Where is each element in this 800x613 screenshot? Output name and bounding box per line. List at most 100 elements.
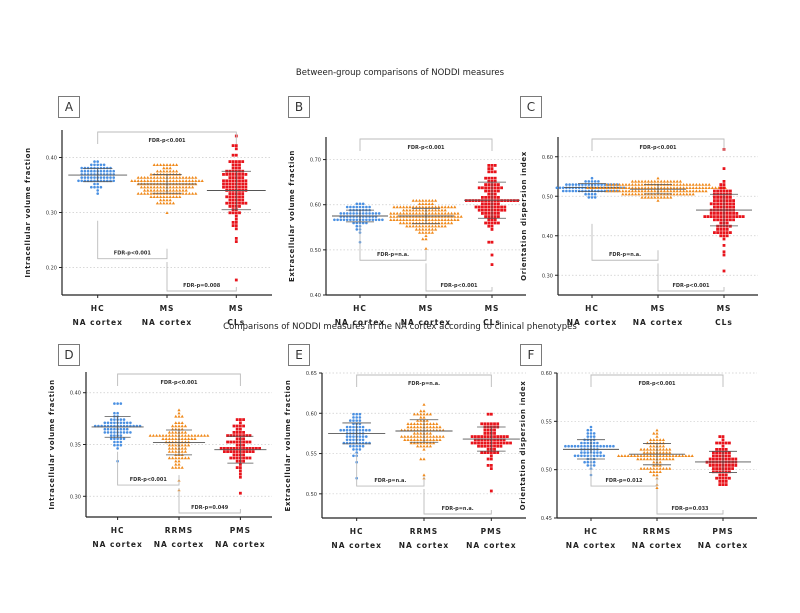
data-point (655, 470, 659, 473)
data-point (352, 425, 355, 429)
data-point (231, 179, 235, 183)
data-point (682, 186, 686, 189)
data-point (113, 402, 116, 405)
data-point (500, 186, 503, 190)
data-point (235, 434, 239, 437)
data-point (130, 179, 134, 182)
data-point (225, 179, 229, 183)
data-point (180, 456, 184, 460)
data-point (222, 447, 226, 450)
data-point (499, 435, 503, 438)
data-point (83, 176, 87, 179)
data-point (228, 211, 232, 215)
data-point (428, 441, 432, 445)
data-point (500, 205, 503, 209)
data-point (122, 418, 126, 421)
data-point (489, 457, 493, 461)
data-point (109, 427, 113, 431)
data-point (719, 186, 723, 190)
data-point (419, 422, 423, 425)
data-point (146, 188, 150, 192)
data-point (597, 180, 600, 183)
data-point (187, 192, 191, 195)
data-point (361, 425, 365, 429)
y-tick-label: 0.20 (46, 266, 57, 272)
data-point (96, 189, 99, 192)
data-point (443, 208, 447, 212)
data-point (349, 205, 352, 209)
data-point (428, 431, 432, 435)
data-point (561, 189, 565, 193)
data-point (181, 179, 185, 182)
data-point (345, 218, 349, 222)
data-point (627, 186, 631, 189)
data-point (729, 215, 732, 218)
data-point (159, 163, 163, 166)
y-tick-label: 0.60 (541, 371, 552, 377)
data-point (502, 435, 506, 438)
y-axis-label: Intracellular volume fraction (48, 379, 56, 509)
data-point (355, 218, 359, 222)
data-point (193, 434, 197, 437)
data-point (152, 176, 156, 179)
data-point (669, 186, 673, 189)
data-point (440, 211, 444, 215)
data-point (241, 192, 245, 195)
data-point (685, 186, 689, 189)
data-point (184, 179, 188, 182)
data-point (180, 446, 184, 450)
data-point (640, 189, 644, 193)
data-point (640, 186, 644, 189)
data-point (149, 188, 153, 192)
data-point (364, 435, 368, 438)
data-point (112, 169, 115, 173)
data-point (242, 447, 245, 450)
data-point (381, 218, 384, 222)
data-point (672, 179, 676, 183)
data-point (505, 441, 509, 445)
data-point (624, 189, 628, 193)
data-point (244, 201, 248, 205)
data-point (177, 456, 181, 460)
data-point (719, 183, 723, 186)
data-point (226, 434, 229, 437)
data-point (162, 198, 166, 202)
data-point (425, 425, 429, 429)
data-point (222, 185, 225, 189)
data-point (355, 202, 359, 206)
data-point (228, 182, 232, 186)
data-point (640, 183, 644, 186)
data-point (735, 212, 739, 215)
data-point (171, 430, 175, 434)
data-point (564, 444, 567, 448)
data-point (418, 208, 422, 212)
data-point (96, 160, 99, 163)
data-point (228, 205, 232, 208)
data-point (590, 180, 594, 183)
data-point (96, 182, 99, 186)
data-point (231, 160, 235, 163)
data-point (191, 185, 195, 189)
data-point (624, 183, 628, 186)
data-point (348, 444, 352, 448)
data-point (729, 218, 732, 222)
data-point (238, 434, 242, 437)
data-point (133, 179, 137, 182)
data-point (659, 195, 663, 199)
x-tick-label-group: MS (651, 304, 666, 313)
data-point (355, 416, 358, 419)
data-point (649, 470, 653, 473)
data-point (113, 427, 116, 431)
data-point (425, 438, 429, 441)
data-point (159, 185, 163, 189)
data-point (728, 467, 731, 470)
data-point (627, 183, 631, 186)
data-point (621, 189, 625, 193)
data-point (675, 189, 679, 193)
significance-label: FDR-p=0.033 (671, 506, 709, 512)
data-point (125, 431, 129, 434)
data-point (645, 457, 649, 461)
data-point (568, 189, 571, 193)
data-point (714, 186, 718, 189)
data-point (487, 205, 491, 209)
